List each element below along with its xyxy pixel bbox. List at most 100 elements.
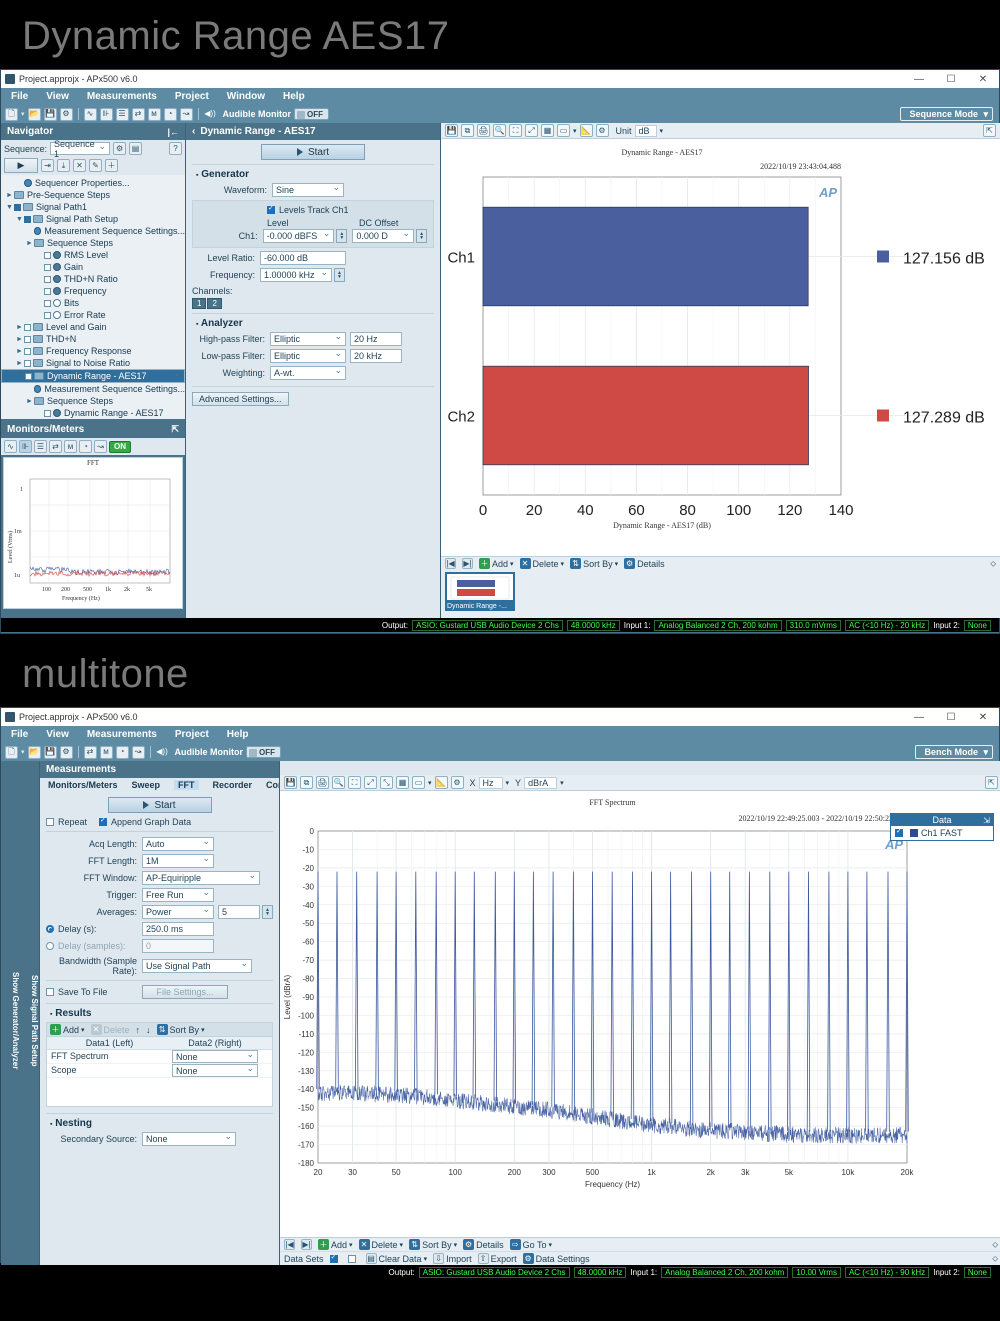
cursor-icon-2[interactable]: 📐 (435, 776, 448, 789)
maximize-button[interactable]: ☐ (935, 70, 967, 88)
tree-item[interactable]: Frequency (1, 285, 185, 297)
edit-sequence-icon[interactable]: ✎ (89, 159, 102, 172)
highpass-select[interactable]: Elliptic (270, 332, 346, 346)
frequency-input[interactable]: 1.00000 kHz (260, 268, 332, 282)
fft-view-icon[interactable]: ⊪ (19, 440, 32, 453)
details-button[interactable]: ⚙ Details (624, 558, 665, 569)
chart-popout-icon[interactable]: ⇱ (983, 124, 996, 137)
save-icon[interactable]: 💾 (44, 108, 57, 121)
copy-chart-icon[interactable]: ⧉ (461, 124, 474, 137)
append-checkbox-row[interactable]: Append Graph Data (99, 817, 191, 827)
copy-chart-icon-2[interactable]: ⧉ (300, 776, 313, 789)
tree-item[interactable]: ► Signal to Noise Ratio (1, 357, 185, 369)
timer-view-icon[interactable]: ◔ (79, 440, 92, 453)
fft-length-select[interactable]: 1M (142, 854, 214, 868)
fit-chart-icon[interactable]: ⛶ (509, 124, 522, 137)
trend-view-icon[interactable]: ↝ (94, 440, 107, 453)
averages-count-input[interactable]: 5 (218, 905, 260, 919)
tree-item[interactable]: RMS Level (1, 249, 185, 261)
tree-item[interactable]: ▼ Signal Path Setup (1, 213, 185, 225)
audible-monitor-toggle[interactable]: OFF (294, 108, 329, 120)
bench-mode-button[interactable]: Bench Mode ▾ (915, 745, 993, 759)
new-file-icon[interactable]: 🗋 (5, 108, 18, 121)
move-up-icon[interactable]: ↑ (136, 1025, 141, 1035)
sequence-report-icon[interactable]: ▤ (129, 142, 142, 155)
level-ratio-input[interactable]: -60.000 dB (260, 251, 346, 265)
minimize-button-2[interactable]: — (903, 708, 935, 726)
result-row-data2-select[interactable]: None (172, 1050, 258, 1063)
data-settings-button[interactable]: ⚙ Data Settings (523, 1253, 590, 1264)
menu-file[interactable]: File (11, 91, 28, 102)
tree-item[interactable]: ► THD+N (1, 333, 185, 345)
expand-chart-icon-2[interactable]: ⤢ (364, 776, 377, 789)
tree-item-checkbox[interactable] (14, 204, 21, 211)
save-icon-2[interactable]: 💾 (44, 746, 57, 759)
tab-monitors-meters[interactable]: Monitors/Meters (48, 780, 118, 790)
tree-item[interactable]: Bits (1, 297, 185, 309)
file-settings-button[interactable]: File Settings... (142, 985, 228, 999)
save-chart-icon-2[interactable]: 💾 (284, 776, 297, 789)
audible-monitor-toggle-2[interactable]: OFF (246, 746, 281, 758)
tree-item[interactable]: ► Sequence Steps (1, 395, 185, 407)
expand-twisty-icon[interactable]: ► (25, 398, 34, 405)
first-result-icon[interactable]: |◀ (445, 558, 456, 569)
results-sort-button[interactable]: ⇅ Sort By ▾ (157, 1024, 205, 1035)
tree-item-checkbox[interactable] (24, 348, 31, 355)
menu-measurements[interactable]: Measurements (87, 91, 157, 102)
tree-item[interactable]: Error Rate (1, 309, 185, 321)
tree-item-checkbox[interactable] (25, 373, 32, 380)
output-rate-value-2[interactable]: 48.0000 kHz (574, 1267, 627, 1278)
sort-by-button[interactable]: ⇅ Sort By ▾ (570, 558, 618, 569)
output-device-value[interactable]: ASIO: Gustard USB Audio Device 2 Chs (412, 620, 563, 631)
legend-checkbox[interactable] (895, 829, 903, 837)
tree-item[interactable]: Sequencer Properties... (1, 177, 185, 189)
result-thumbnail-item[interactable]: Dynamic Range -... (445, 572, 515, 611)
waveform-icon-2[interactable]: ↝ (132, 746, 145, 759)
table-view-icon[interactable]: ▦ (541, 124, 554, 137)
swap-icon-2[interactable]: ⇄ (84, 746, 97, 759)
import-button[interactable]: ⇩ Import (433, 1253, 472, 1264)
advanced-settings-button[interactable]: Advanced Settings... (192, 392, 289, 406)
tree-item[interactable]: Dynamic Range - AES17 (1, 407, 185, 419)
collapse-twisty-icon[interactable]: ▼ (16, 373, 25, 380)
save-chart-icon[interactable]: 💾 (445, 124, 458, 137)
output-device-value-2[interactable]: ASIO: Gustard USB Audio Device 2 Chs (419, 1267, 570, 1278)
collapse-twisty-icon[interactable]: ▼ (5, 204, 14, 211)
open-icon-2[interactable]: 📂 (28, 746, 41, 759)
tree-item-checkbox[interactable] (24, 324, 31, 331)
chart-popout-icon-2[interactable]: ⇱ (985, 776, 998, 789)
last-result-icon[interactable]: ▶| (462, 558, 473, 569)
first-result-icon-2[interactable]: |◀ (284, 1239, 295, 1250)
fit-chart-icon-2[interactable]: ⛶ (348, 776, 361, 789)
tree-item-checkbox[interactable] (24, 360, 31, 367)
meters-icon[interactable]: ᴍ (148, 108, 161, 121)
menu-view[interactable]: View (46, 91, 69, 102)
settings-gear-icon[interactable]: ⚙ (60, 108, 73, 121)
swap-icon[interactable]: ⇄ (132, 108, 145, 121)
show-generator-analyzer-tab[interactable]: Show Generator/Analyzer (1, 761, 20, 1265)
delay-seconds-radio[interactable] (46, 925, 54, 933)
close-button[interactable]: ✕ (967, 70, 999, 88)
sequence-settings-icon[interactable]: ⚙ (113, 142, 126, 155)
collapse-panel-icon[interactable]: |← (167, 127, 179, 137)
ch1-dc-offset-input[interactable]: 0.000 D (352, 229, 414, 243)
averages-stepper[interactable]: ▲ ▼ (262, 905, 273, 919)
tree-item-checkbox[interactable] (24, 336, 31, 343)
expand-twisty-icon[interactable]: ► (15, 348, 24, 355)
expand-twisty-icon[interactable]: ► (5, 192, 14, 199)
expand-twisty-icon[interactable]: ► (15, 336, 24, 343)
menu2-file[interactable]: File (11, 729, 28, 740)
waveform-select[interactable]: Sine (272, 183, 344, 197)
result-scroll-handle-2[interactable]: ⬦ (992, 1240, 998, 1250)
levels-track-checkbox[interactable] (267, 206, 275, 214)
averages-select[interactable]: Power (142, 905, 214, 919)
limits-icon-2[interactable]: ▭ (412, 776, 425, 789)
settings-gear-icon-2[interactable]: ⚙ (60, 746, 73, 759)
new-file-icon-2[interactable]: 🗋 (5, 746, 18, 759)
input1-config-value-2[interactable]: Analog Balanced 2 Ch, 200 kohm (661, 1267, 788, 1278)
expand-twisty-icon[interactable]: ► (25, 240, 34, 247)
input1-range-value[interactable]: 310.0 mVrms (786, 620, 841, 631)
tree-item[interactable]: Gain (1, 261, 185, 273)
help-icon[interactable]: ? (169, 142, 182, 155)
tree-item[interactable]: ► Level and Gain (1, 321, 185, 333)
